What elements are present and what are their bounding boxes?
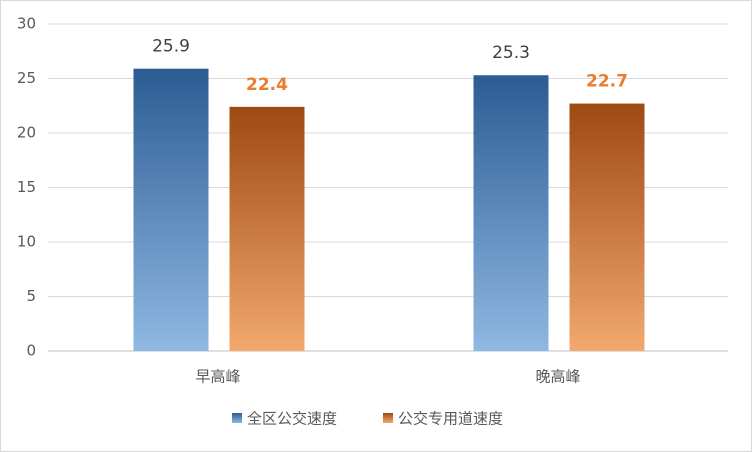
bar [229, 106, 305, 351]
bar [473, 75, 549, 351]
value-label: 25.9 [152, 37, 190, 57]
y-tick-label: 0 [26, 342, 36, 360]
y-tick-label: 15 [17, 178, 36, 196]
y-tick-label: 5 [26, 287, 36, 305]
x-tick-label: 晚高峰 [535, 368, 580, 386]
y-tick-label: 20 [17, 124, 36, 142]
value-label: 22.4 [246, 75, 288, 95]
legend-label: 公交专用道速度 [398, 410, 503, 428]
bar [133, 68, 209, 351]
y-tick-label: 10 [17, 233, 36, 251]
legend-swatch [383, 413, 393, 423]
bar [569, 103, 645, 351]
y-tick-label: 30 [17, 15, 36, 33]
x-tick-label: 早高峰 [195, 368, 240, 386]
y-tick-label: 25 [17, 69, 36, 87]
legend-label: 全区公交速度 [247, 410, 337, 428]
legend-swatch [232, 413, 242, 423]
value-label: 22.7 [586, 72, 628, 92]
value-label: 25.3 [492, 43, 530, 63]
